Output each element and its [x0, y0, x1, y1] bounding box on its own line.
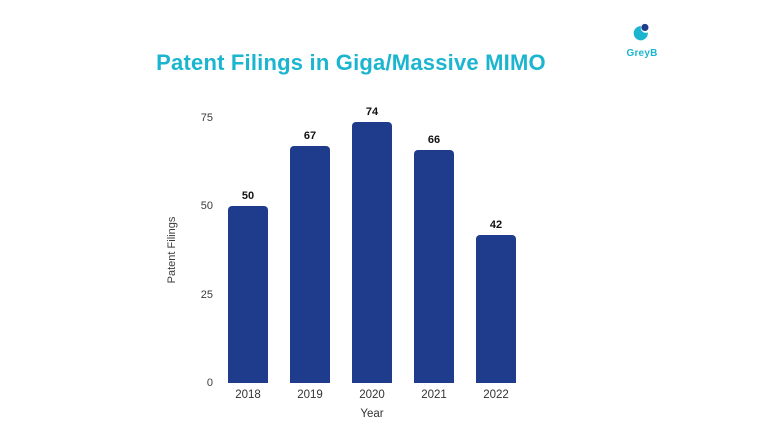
- bar-group: 74: [341, 100, 403, 383]
- bar: [414, 149, 454, 383]
- x-tick-label: 2021: [421, 389, 447, 401]
- x-tick-label: 2020: [359, 389, 385, 401]
- bar: [228, 206, 268, 383]
- bar-value-label: 66: [427, 133, 441, 146]
- y-tick-label: 75: [200, 112, 213, 124]
- bar-value-label: 50: [241, 190, 255, 203]
- x-tick-label: 2018: [235, 389, 261, 401]
- chart-title: Patent Filings in Giga/Massive MIMO: [156, 50, 546, 75]
- greyb-logo-icon: [632, 22, 652, 47]
- y-axis-ticks: 0 25 50 75: [185, 0, 213, 432]
- x-tick-label: 2019: [297, 389, 323, 401]
- bar: [476, 234, 516, 383]
- y-tick-label: 25: [200, 288, 213, 301]
- bar: [290, 146, 330, 383]
- x-tick-label: 2022: [483, 389, 509, 401]
- bar-value-label: 74: [365, 105, 379, 118]
- bar-value-label: 67: [303, 130, 317, 143]
- bar-group: 67: [279, 100, 341, 383]
- y-tick-label: 0: [206, 377, 213, 389]
- bar-group: 66: [403, 100, 465, 383]
- x-axis-title: Year: [360, 408, 384, 420]
- y-tick-label: 50: [200, 200, 213, 213]
- greyb-logo-text: GreyB: [626, 48, 658, 59]
- bar-value-label: 42: [489, 218, 503, 231]
- bar-group: 50: [217, 100, 279, 383]
- x-axis-labels: 2018 2019 2020 2021 2022: [217, 389, 527, 401]
- plot-area: 50 67 74 66 42: [217, 100, 527, 383]
- bar: [352, 121, 392, 383]
- y-axis-title: Patent Filings: [166, 216, 178, 284]
- bar-group: 42: [465, 100, 527, 383]
- greyb-logo: GreyB: [618, 22, 666, 59]
